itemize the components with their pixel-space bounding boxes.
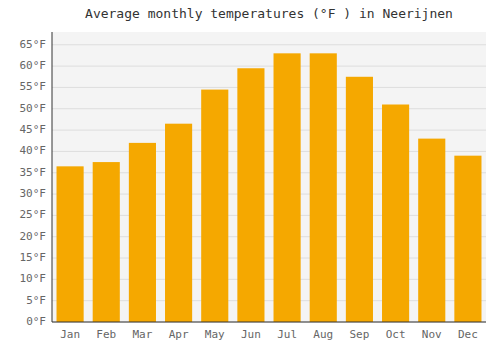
x-tick-label: May — [205, 328, 225, 341]
y-tick-labels: 0°F 5°F 10°F 15°F 20°F 25°F 30°F 35°F 40°F 45°F 50… — [20, 38, 47, 328]
x-tick-label: Jan — [60, 328, 80, 341]
y-tick-label: 35°F — [20, 166, 47, 179]
x-tick-label: Jul — [277, 328, 297, 341]
bar — [57, 166, 84, 322]
y-axis-line — [52, 32, 53, 322]
y-tick-label: 60°F — [20, 59, 47, 72]
bar — [237, 68, 264, 322]
y-tick-label: 50°F — [20, 102, 47, 115]
y-tick-label: 0°F — [26, 315, 46, 328]
grid-line — [52, 44, 486, 45]
y-tick-label: 40°F — [20, 144, 47, 157]
title: Average monthly temperatures (°F ) in Ne… — [85, 6, 453, 21]
grid — [52, 45, 486, 322]
plot-background — [52, 32, 486, 322]
y-tick-label: 25°F — [20, 208, 47, 221]
bar — [346, 77, 373, 322]
chart: 0°F 5°F 10°F 15°F 20°F 25°F 30°F 35°F 40°F 45°F 50… — [0, 0, 500, 350]
x-tick-label: Feb — [96, 328, 116, 341]
y-tick-label: 5°F — [26, 294, 46, 307]
x-tick-label: Nov — [422, 328, 442, 341]
bar — [274, 53, 301, 322]
grid-line — [52, 108, 486, 109]
y-tick-label: 30°F — [20, 187, 47, 200]
bar — [201, 90, 228, 322]
bar — [93, 162, 120, 322]
bar — [310, 53, 337, 322]
bar — [382, 105, 409, 323]
x-tick-label: Oct — [386, 328, 406, 341]
y-tick-label: 55°F — [20, 80, 47, 93]
x-tick-label: Mar — [132, 328, 152, 341]
bar — [165, 124, 192, 322]
bar — [418, 139, 445, 322]
grid-line — [52, 322, 486, 323]
x-axis-line — [52, 322, 486, 323]
x-tick-label: Dec — [458, 328, 478, 341]
x-tick-labels: Jan Feb Mar Apr May Jun Jul Aug Sep Oct Nov Dec — [60, 328, 478, 341]
bar — [129, 143, 156, 322]
grid-line — [52, 66, 486, 67]
bars — [57, 53, 482, 322]
y-tick-label: 65°F — [20, 38, 47, 51]
page: {"chart_data": {"type": "bar", "title": … — [0, 0, 500, 350]
y-tick-label: 15°F — [20, 251, 47, 264]
x-tick-label: Sep — [349, 328, 369, 341]
x-tick-label: Aug — [313, 328, 333, 341]
y-tick-label: 45°F — [20, 123, 47, 136]
y-tick-label: 20°F — [20, 230, 47, 243]
grid-line — [52, 130, 486, 131]
y-tick-label: 10°F — [20, 272, 47, 285]
x-tick-label: Apr — [169, 328, 189, 341]
bar — [454, 156, 481, 322]
x-tick-label: Jun — [241, 328, 261, 341]
grid-line — [52, 87, 486, 88]
